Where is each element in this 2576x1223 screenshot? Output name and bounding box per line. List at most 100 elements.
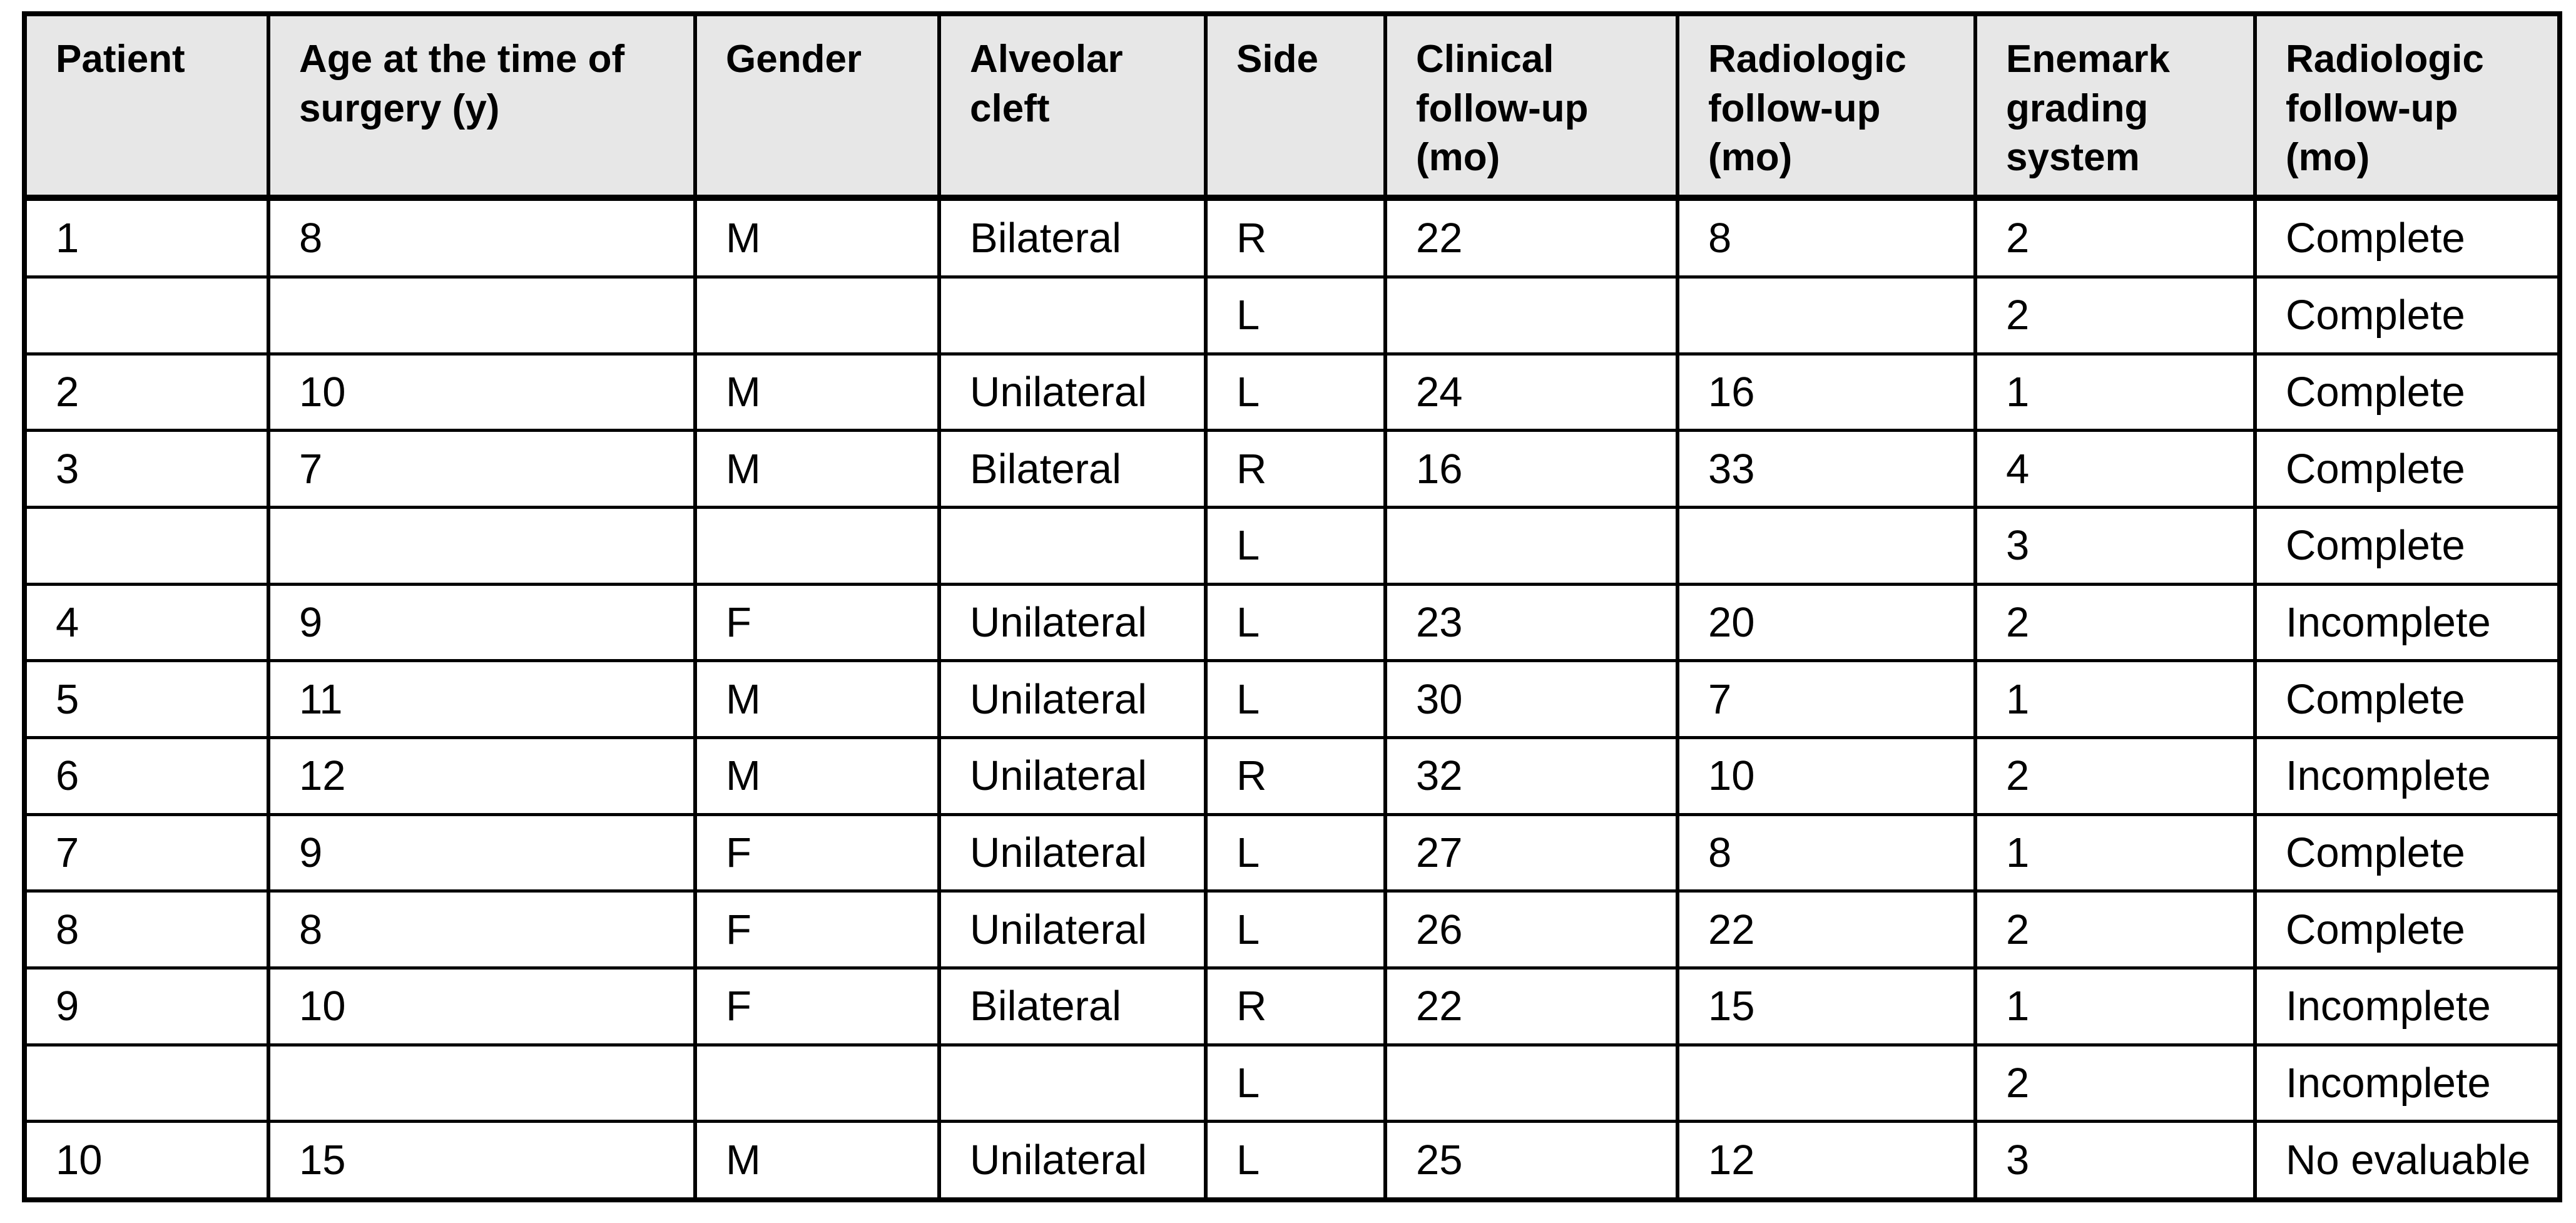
cell — [1676, 506, 1977, 586]
cell: 6 — [23, 736, 270, 816]
cell: 2 — [1973, 1043, 2257, 1123]
cell: 32 — [1383, 736, 1679, 816]
cell: 26 — [1383, 889, 1679, 970]
cell — [937, 275, 1208, 356]
cell — [1383, 1043, 1679, 1123]
cell: 22 — [1383, 196, 1679, 279]
cell: Complete — [2253, 812, 2562, 893]
cell: F — [693, 966, 941, 1046]
cell: 22 — [1676, 889, 1977, 970]
cell: 1 — [1973, 659, 2257, 740]
cell: 10 — [267, 352, 697, 432]
cell: M — [693, 659, 941, 740]
cell: 2 — [1973, 889, 2257, 970]
table-row: 8 8 F Unilateral L 26 22 2 Complete — [23, 889, 2562, 970]
cell — [23, 275, 270, 356]
cell: M — [693, 352, 941, 432]
cell: 3 — [23, 429, 270, 509]
cell: 9 — [267, 582, 697, 663]
cell: 22 — [1383, 966, 1679, 1046]
cell: Bilateral — [937, 966, 1208, 1046]
cell: Unilateral — [937, 352, 1208, 432]
cell: F — [693, 812, 941, 893]
cell: Unilateral — [937, 659, 1208, 740]
table-row: 3 7 M Bilateral R 16 33 4 Complete — [23, 429, 2562, 509]
cell: 16 — [1676, 352, 1977, 432]
cell: Complete — [2253, 275, 2562, 356]
cell: Complete — [2253, 889, 2562, 970]
cell — [267, 1043, 697, 1123]
cell: R — [1204, 429, 1387, 509]
col-header-radiologic-follow-up-mo-8: Radiologic follow-up (mo) — [2253, 12, 2562, 201]
cell: 9 — [23, 966, 270, 1046]
cell: 5 — [23, 659, 270, 740]
cell: 12 — [1676, 1120, 1977, 1202]
cell — [1383, 275, 1679, 356]
cell: 2 — [23, 352, 270, 432]
col-header-alveolar-cleft-3: Alveolar cleft — [937, 12, 1208, 201]
cell: R — [1204, 966, 1387, 1046]
cell: 4 — [23, 582, 270, 663]
table-row: 1 8 M Bilateral R 22 8 2 Complete — [23, 196, 2562, 279]
cell — [23, 506, 270, 586]
cell: No evaluable — [2253, 1120, 2562, 1202]
cell: Unilateral — [937, 736, 1208, 816]
col-header-age-at-the-time-of-surgery-y-1: Age at the time of surgery (y) — [267, 12, 697, 201]
cell: 2 — [1973, 582, 2257, 663]
table-row: L 2 Complete — [23, 275, 2562, 356]
cell: 24 — [1383, 352, 1679, 432]
cell: 7 — [23, 812, 270, 893]
cell: 12 — [267, 736, 697, 816]
cell — [267, 506, 697, 586]
cell — [1676, 275, 1977, 356]
cell: 15 — [267, 1120, 697, 1202]
cell: 10 — [267, 966, 697, 1046]
cell: L — [1204, 1043, 1387, 1123]
cell: Incomplete — [2253, 966, 2562, 1046]
cell: 7 — [267, 429, 697, 509]
cell — [1383, 506, 1679, 586]
cell: 33 — [1676, 429, 1977, 509]
cell: M — [693, 429, 941, 509]
cell: L — [1204, 582, 1387, 663]
cell: L — [1204, 812, 1387, 893]
cell: Unilateral — [937, 582, 1208, 663]
cell: Incomplete — [2253, 736, 2562, 816]
cell: Complete — [2253, 659, 2562, 740]
col-header-patient-0: Patient — [23, 12, 270, 201]
cell: 1 — [1973, 966, 2257, 1046]
cell: 30 — [1383, 659, 1679, 740]
cell — [267, 275, 697, 356]
cell: 11 — [267, 659, 697, 740]
cell: Complete — [2253, 196, 2562, 279]
cell: 4 — [1973, 429, 2257, 509]
cell: 8 — [1676, 196, 1977, 279]
table-row: 5 11 M Unilateral L 30 7 1 Complete — [23, 659, 2562, 740]
cell: Unilateral — [937, 812, 1208, 893]
cell: 8 — [23, 889, 270, 970]
cell: M — [693, 1120, 941, 1202]
cell: Incomplete — [2253, 1043, 2562, 1123]
cell: Complete — [2253, 506, 2562, 586]
cell: 20 — [1676, 582, 1977, 663]
cell: Unilateral — [937, 889, 1208, 970]
col-header-radiologic-follow-up-mo-6: Radiologic follow-up (mo) — [1676, 12, 1977, 201]
table-row: 4 9 F Unilateral L 23 20 2 Incomplete — [23, 582, 2562, 663]
cell: F — [693, 582, 941, 663]
cell: L — [1204, 275, 1387, 356]
cell: 25 — [1383, 1120, 1679, 1202]
patients-table-container: Patient Age at the time of surgery (y) Gen… — [22, 11, 2562, 1202]
cell: 3 — [1973, 1120, 2257, 1202]
cell: 15 — [1676, 966, 1977, 1046]
table-row: 7 9 F Unilateral L 27 8 1 Complete — [23, 812, 2562, 893]
cell: R — [1204, 196, 1387, 279]
cell: F — [693, 889, 941, 970]
cell: M — [693, 736, 941, 816]
cell: Bilateral — [937, 196, 1208, 279]
cell: Bilateral — [937, 429, 1208, 509]
header-row: Patient Age at the time of surgery (y) Gen… — [23, 12, 2562, 201]
cell: 2 — [1973, 275, 2257, 356]
col-header-side-4: Side — [1204, 12, 1387, 201]
col-header-enemark-grading-system-7: Enemark grading system — [1973, 12, 2257, 201]
col-header-gender-2: Gender — [693, 12, 941, 201]
